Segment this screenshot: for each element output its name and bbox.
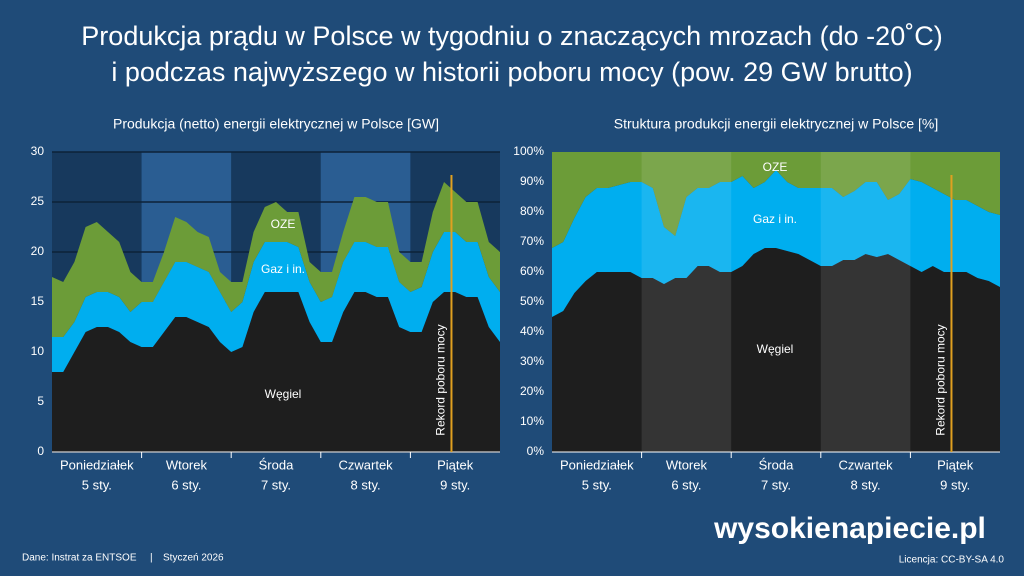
area xyxy=(552,248,1000,452)
x-tick-label: Czwartek xyxy=(339,457,394,472)
x-tick-date: 5 sty. xyxy=(82,477,112,492)
y-tick-label: 40% xyxy=(520,324,544,338)
y-tick-label: 0 xyxy=(37,444,44,458)
area xyxy=(52,182,500,337)
y-tick-label: 100% xyxy=(513,144,544,158)
x-tick-date: 7 sty. xyxy=(261,477,291,492)
y-tick-label: 60% xyxy=(520,264,544,278)
annotation-text: Rekord poboru mocy xyxy=(434,324,448,435)
y-tick-label: 20% xyxy=(520,384,544,398)
chart-title: Struktura produkcji energii elektrycznej… xyxy=(614,116,938,132)
day-band xyxy=(820,152,911,452)
x-tick-label: Wtorek xyxy=(666,457,708,472)
x-tick-date: 9 sty. xyxy=(440,477,470,492)
title-line: i podczas najwyższego w historii poboru … xyxy=(111,57,912,87)
x-tick-date: 6 sty. xyxy=(171,477,201,492)
date: Styczeń 2026 xyxy=(163,553,224,564)
x-tick-label: Środa xyxy=(759,457,794,472)
x-tick-date: 7 sty. xyxy=(761,477,791,492)
annotation-text: Rekord poboru mocy xyxy=(934,324,948,435)
source: Dane: Instrat za ENTSOE xyxy=(22,553,137,564)
x-tick-label: Środa xyxy=(259,457,294,472)
area-label: Węgiel xyxy=(265,387,302,401)
y-tick-label: 90% xyxy=(520,174,544,188)
y-tick-label: 30% xyxy=(520,354,544,368)
logo: wysokienapiecie.pl xyxy=(713,512,986,545)
x-tick-label: Czwartek xyxy=(839,457,894,472)
y-tick-label: 25 xyxy=(31,194,45,208)
y-tick-label: 30 xyxy=(31,144,45,158)
x-tick-label: Poniedziałek xyxy=(560,457,634,472)
area-label: OZE xyxy=(763,160,788,174)
y-tick-label: 0% xyxy=(527,444,545,458)
y-tick-label: 10 xyxy=(31,344,45,358)
area xyxy=(552,152,1000,248)
area-label: Węgiel xyxy=(757,342,794,356)
license: Licencja: CC-BY-SA 4.0 xyxy=(899,555,1005,566)
area-label: Gaz i in. xyxy=(261,262,305,276)
x-tick-date: 8 sty. xyxy=(351,477,381,492)
x-tick-date: 8 sty. xyxy=(851,477,881,492)
y-tick-label: 15 xyxy=(31,294,45,308)
area xyxy=(552,170,1000,317)
x-tick-label: Piątek xyxy=(437,457,474,472)
y-tick-label: 70% xyxy=(520,234,544,248)
y-tick-label: 20 xyxy=(31,244,45,258)
separator: | xyxy=(150,553,153,564)
area xyxy=(52,232,500,372)
chart-title: Produkcja (netto) energii elektrycznej w… xyxy=(113,116,439,132)
x-tick-label: Piątek xyxy=(937,457,974,472)
area-label: Gaz i in. xyxy=(753,212,797,226)
y-tick-label: 10% xyxy=(520,414,544,428)
x-tick-date: 9 sty. xyxy=(940,477,970,492)
x-tick-label: Poniedziałek xyxy=(60,457,134,472)
x-tick-label: Wtorek xyxy=(166,457,208,472)
area-label: OZE xyxy=(271,217,296,231)
day-band xyxy=(641,152,732,452)
y-tick-label: 80% xyxy=(520,204,544,218)
x-tick-date: 5 sty. xyxy=(582,477,612,492)
title-line: Produkcja prądu w Polsce w tygodniu o zn… xyxy=(81,21,942,51)
y-tick-label: 50% xyxy=(520,294,544,308)
y-tick-label: 5 xyxy=(37,394,44,408)
x-tick-date: 6 sty. xyxy=(671,477,701,492)
